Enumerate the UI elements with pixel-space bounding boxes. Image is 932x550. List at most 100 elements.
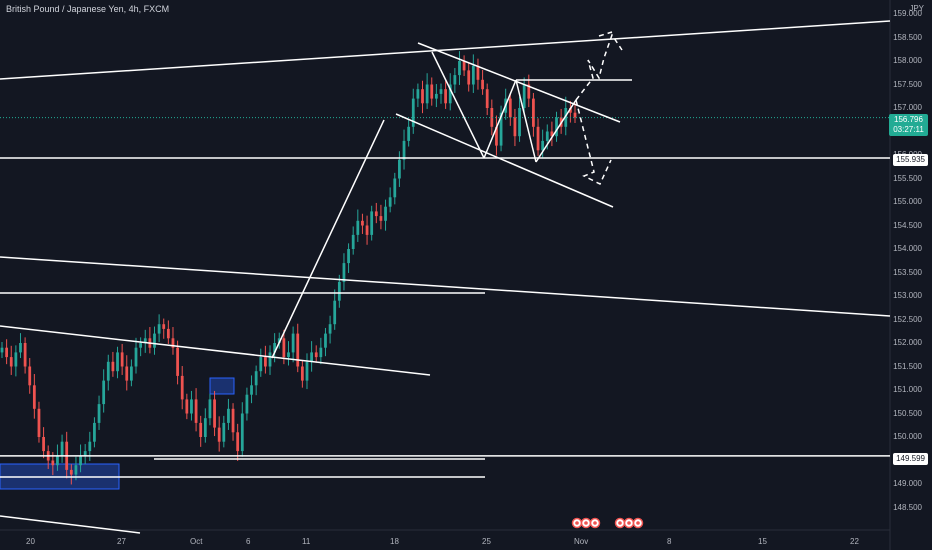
candle-body bbox=[143, 338, 147, 343]
price-tick: 153.000 bbox=[893, 291, 922, 300]
price-tick: 158.000 bbox=[893, 56, 922, 65]
candle-body bbox=[434, 93, 438, 99]
candle-body bbox=[402, 140, 406, 160]
candle-body bbox=[393, 178, 397, 198]
price-tick: 150.000 bbox=[893, 432, 922, 441]
projection-path-up bbox=[598, 31, 613, 37]
candle-body bbox=[32, 385, 36, 409]
candle-body bbox=[134, 347, 138, 367]
time-tick: Nov bbox=[574, 537, 589, 546]
price-tick: 149.000 bbox=[893, 479, 922, 488]
current-price-value: 156.796 bbox=[894, 115, 923, 124]
candle-body bbox=[388, 197, 392, 207]
candle-body bbox=[171, 338, 175, 348]
candle-body bbox=[379, 216, 383, 221]
candle-body bbox=[425, 84, 429, 104]
candle-body bbox=[527, 84, 531, 99]
candle-body bbox=[231, 408, 235, 433]
candle-body bbox=[287, 352, 290, 358]
price-tick: 157.500 bbox=[893, 79, 922, 89]
candle-body bbox=[9, 357, 13, 367]
candle-body bbox=[416, 89, 420, 99]
candle-body bbox=[439, 89, 443, 94]
candle-body bbox=[203, 418, 207, 437]
price-tick: 159.000 bbox=[893, 9, 922, 18]
candle-body bbox=[328, 324, 332, 334]
candle-body bbox=[347, 249, 350, 264]
candle-body bbox=[300, 366, 304, 381]
trend-line bbox=[0, 325, 431, 376]
candle-body bbox=[568, 108, 572, 113]
candle-body bbox=[411, 98, 415, 127]
candle-body bbox=[508, 98, 512, 118]
candle-body bbox=[361, 220, 364, 226]
candle-body bbox=[83, 451, 87, 456]
price-tick: 153.500 bbox=[893, 267, 922, 277]
candle-body bbox=[74, 465, 78, 475]
candle-body bbox=[407, 126, 411, 141]
candle-body bbox=[448, 84, 452, 104]
candle-body bbox=[291, 333, 295, 353]
candle-body bbox=[573, 112, 577, 118]
flag-icon bbox=[636, 521, 640, 525]
candle-body bbox=[245, 394, 249, 414]
time-tick: 20 bbox=[26, 537, 35, 546]
candle-body bbox=[88, 441, 92, 452]
candle-body bbox=[199, 422, 203, 437]
candle-body bbox=[356, 220, 360, 235]
candle-body bbox=[250, 385, 253, 395]
trend-line bbox=[417, 42, 621, 123]
candle-body bbox=[458, 61, 461, 76]
price-tick: 152.000 bbox=[893, 338, 922, 347]
candle-body bbox=[522, 84, 526, 108]
candle-body bbox=[310, 352, 313, 362]
time-tick: 15 bbox=[758, 537, 767, 546]
candle-body bbox=[365, 225, 369, 235]
candle-body bbox=[5, 347, 9, 358]
candle-body bbox=[545, 131, 549, 141]
candle-body bbox=[490, 108, 494, 127]
candle-body bbox=[296, 333, 300, 367]
candle-body bbox=[495, 126, 498, 146]
candle-body bbox=[430, 84, 434, 99]
price-tick: 157.000 bbox=[893, 103, 922, 112]
candle-body bbox=[319, 347, 323, 358]
price-tick: 155.500 bbox=[893, 173, 922, 183]
symbol-title[interactable]: British Pound / Japanese Yen, 4h, FXCM bbox=[6, 4, 170, 14]
trend-line bbox=[0, 256, 891, 317]
time-tick: 11 bbox=[302, 537, 311, 546]
candle-body bbox=[28, 366, 32, 386]
candle-body bbox=[60, 441, 64, 456]
candle-body bbox=[120, 352, 124, 367]
candle-body bbox=[93, 422, 96, 442]
candle-body bbox=[97, 404, 101, 423]
candle-body bbox=[351, 234, 355, 249]
candle-body bbox=[536, 126, 540, 151]
candle-body bbox=[259, 357, 263, 372]
price-tick: 158.500 bbox=[893, 32, 922, 42]
candle-body bbox=[499, 112, 503, 146]
trend-line bbox=[0, 20, 891, 80]
price-tick: 155.000 bbox=[893, 197, 922, 206]
bar-countdown: 03:27:11 bbox=[893, 125, 924, 134]
price-tick: 148.500 bbox=[893, 502, 922, 512]
price-tick: 154.500 bbox=[893, 220, 922, 230]
candle-body bbox=[444, 89, 447, 104]
candle-body bbox=[398, 159, 401, 179]
candle-body bbox=[102, 380, 106, 405]
candle-body bbox=[157, 324, 161, 334]
candle-body bbox=[374, 211, 378, 217]
candle-body bbox=[324, 333, 327, 348]
trend-line bbox=[535, 99, 577, 163]
time-tick: 27 bbox=[117, 537, 126, 546]
candle-body bbox=[153, 333, 156, 348]
demand-zone-box bbox=[209, 377, 235, 395]
price-tick: 152.500 bbox=[893, 314, 922, 324]
candle-body bbox=[227, 408, 230, 423]
candle-body bbox=[550, 131, 554, 137]
candle-body bbox=[273, 343, 277, 353]
candle-body bbox=[208, 399, 212, 419]
candle-body bbox=[194, 399, 198, 423]
